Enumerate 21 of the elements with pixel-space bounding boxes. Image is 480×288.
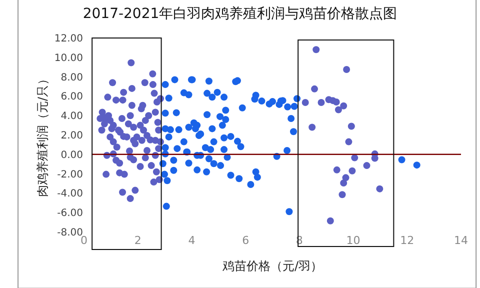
- y-tick-label: 2.00: [60, 130, 83, 142]
- x-tick-label: 0: [80, 234, 88, 247]
- y-tick-label: 8.00: [60, 72, 83, 84]
- y-tick-label: 4.00: [60, 111, 83, 122]
- x-tick-label: 6: [242, 234, 250, 247]
- x-tick-label: 10: [346, 234, 360, 247]
- x-tick-label: 2: [134, 234, 142, 247]
- x-tick-label: 14: [454, 234, 468, 247]
- y-tick-label: 0.00: [60, 150, 83, 161]
- x-tick-label: 4: [188, 234, 196, 247]
- y-tick-label: 10.00: [54, 52, 83, 64]
- x-axis-title: 鸡苗价格（元/羽）: [221, 258, 323, 273]
- y-axis-title: 肉鸡养殖利润（元/只）: [36, 72, 50, 198]
- chart-title: 2017-2021年白羽肉鸡养殖利润与鸡苗价格散点图: [82, 6, 398, 22]
- y-tick-label: 12.00: [54, 34, 83, 44]
- y-tick-label: -8.00: [57, 228, 83, 238]
- y-tick-label: -6.00: [57, 208, 83, 220]
- y-tick-label: 6.00: [60, 92, 83, 103]
- y-tick-label: -4.00: [57, 188, 83, 200]
- y-tick-label: -2.00: [57, 169, 83, 180]
- x-tick-label: 12: [400, 234, 414, 247]
